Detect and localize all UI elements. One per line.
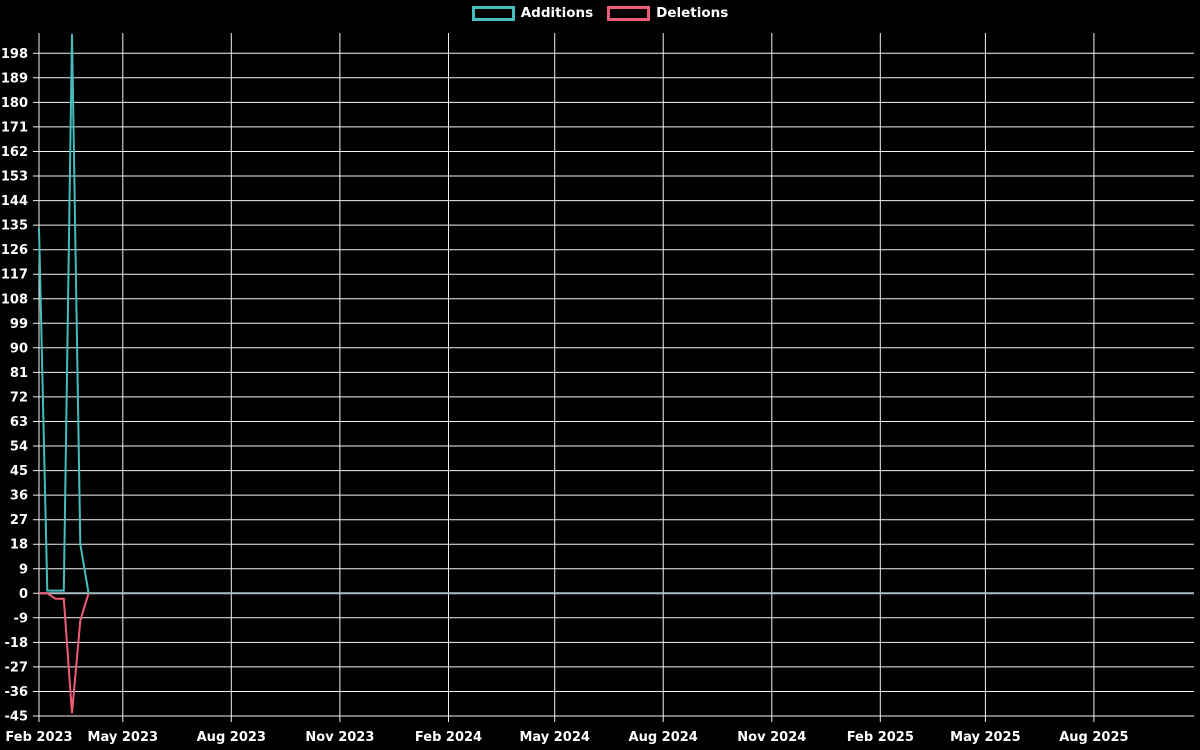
- legend-label-additions: Additions: [520, 4, 594, 21]
- y-tick-label: 162: [1, 145, 28, 160]
- deletions-line: [39, 592, 90, 714]
- x-tick-label: Feb 2024: [415, 730, 482, 745]
- y-tick-label: 27: [10, 513, 28, 528]
- chart-legend: Additions Deletions: [0, 6, 1200, 21]
- y-tick-label: 189: [1, 71, 28, 86]
- legend-label-deletions: Deletions: [656, 4, 729, 21]
- y-tick-label: 63: [10, 415, 28, 430]
- y-tick-label: -18: [5, 636, 29, 651]
- x-tick-label: Aug 2023: [197, 730, 266, 745]
- y-tick-label: 126: [1, 243, 28, 258]
- x-tick-label: Feb 2025: [847, 730, 914, 745]
- y-tick-label: 171: [1, 120, 28, 135]
- y-tick-label: 72: [10, 390, 28, 405]
- y-tick-label: 135: [1, 219, 28, 234]
- x-tick-label: Feb 2023: [5, 730, 72, 745]
- y-tick-label: -45: [5, 710, 29, 725]
- y-tick-label: 81: [10, 366, 28, 381]
- y-tick-label: -36: [5, 685, 29, 700]
- x-tick-label: Aug 2025: [1059, 730, 1128, 745]
- y-tick-label: 108: [1, 292, 28, 307]
- y-tick-label: 144: [1, 194, 28, 209]
- x-tick-label: May 2025: [950, 730, 1021, 745]
- y-tick-label: 117: [1, 268, 28, 283]
- additions-line: [38, 34, 90, 594]
- y-tick-label: 36: [10, 489, 28, 504]
- y-tick-label: 90: [10, 341, 28, 356]
- y-tick-label: 153: [1, 170, 28, 185]
- y-tick-label: 45: [10, 464, 28, 479]
- y-tick-label: 99: [10, 317, 28, 332]
- x-tick-label: May 2024: [519, 730, 590, 745]
- y-tick-label: 54: [10, 440, 28, 455]
- y-tick-label: -27: [5, 660, 29, 675]
- deletions-swatch-icon: [607, 6, 651, 21]
- x-tick-label: May 2023: [88, 730, 159, 745]
- legend-item-deletions[interactable]: Deletions: [607, 6, 728, 21]
- additions-swatch-icon: [471, 6, 515, 21]
- y-tick-label: 0: [19, 587, 28, 602]
- y-tick-label: 198: [1, 47, 28, 62]
- x-tick-label: Nov 2024: [737, 730, 806, 745]
- y-tick-label: 18: [10, 538, 28, 553]
- x-tick-label: Nov 2023: [305, 730, 374, 745]
- x-tick-label: Aug 2024: [629, 730, 698, 745]
- y-tick-label: 180: [1, 96, 28, 111]
- y-tick-label: 9: [19, 562, 28, 577]
- y-tick-label: -9: [14, 611, 28, 626]
- legend-item-additions[interactable]: Additions: [471, 4, 594, 21]
